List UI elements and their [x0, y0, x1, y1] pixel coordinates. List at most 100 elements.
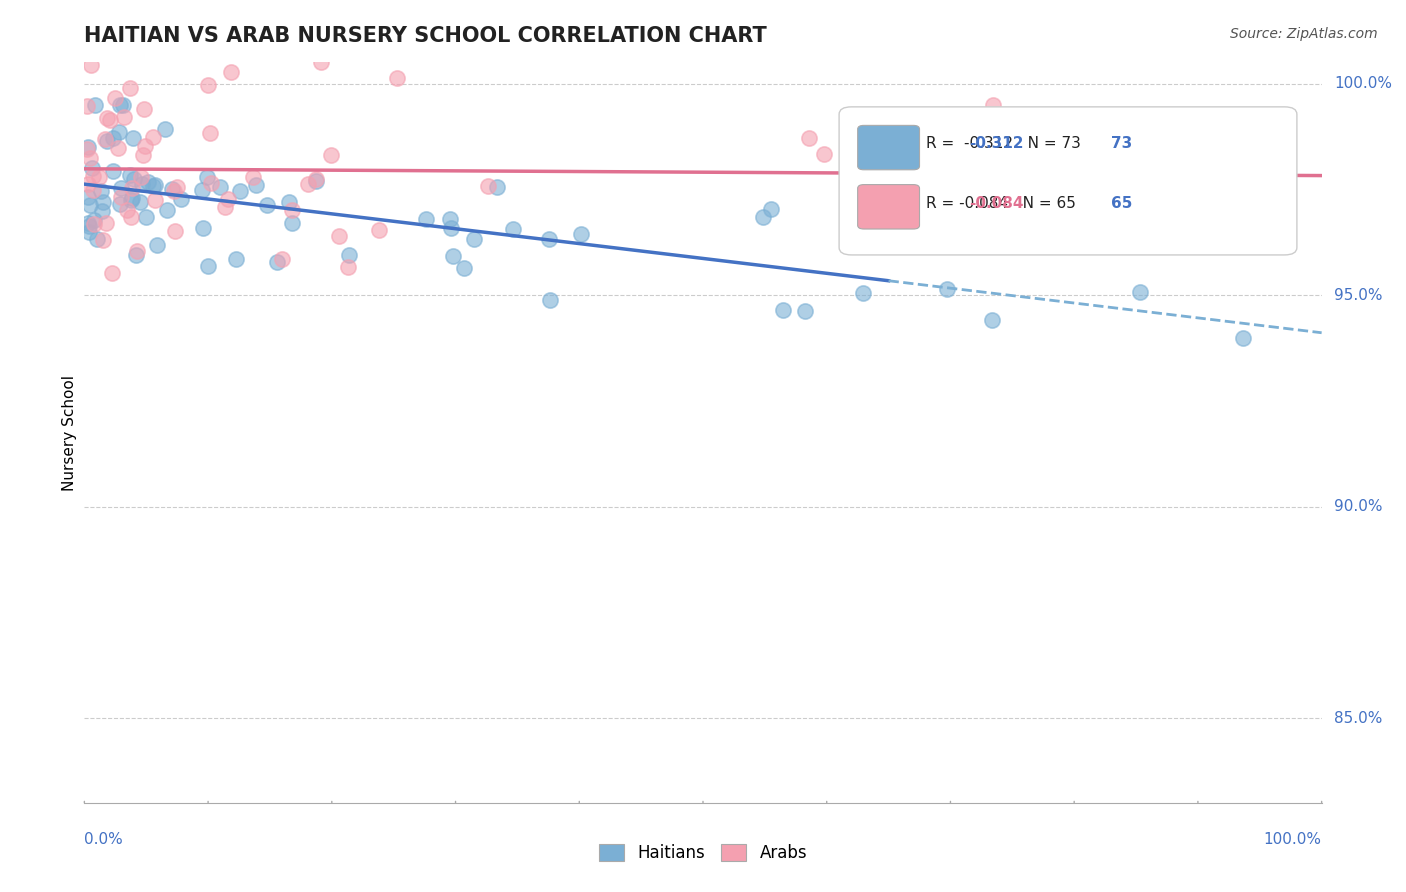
Haitians [77, 219, 100, 233]
Haitians [135, 210, 157, 224]
Arabs [83, 217, 105, 231]
Haitians [136, 175, 159, 189]
Text: -0.084: -0.084 [969, 195, 1024, 211]
Haitians [245, 178, 267, 192]
Haitians [112, 98, 135, 112]
Haitians [160, 182, 183, 196]
Haitians [197, 169, 219, 184]
Arabs [813, 146, 835, 161]
Haitians [90, 185, 112, 199]
Arabs [120, 210, 142, 224]
Arabs [368, 223, 391, 237]
Haitians [304, 174, 326, 188]
Haitians [156, 202, 179, 217]
Haitians [80, 161, 103, 175]
Haitians [225, 252, 247, 266]
Haitians [170, 192, 193, 206]
Haitians [108, 97, 131, 112]
Arabs [166, 180, 188, 194]
Arabs [242, 170, 264, 185]
Text: 95.0%: 95.0% [1334, 287, 1382, 302]
Haitians [277, 194, 299, 209]
Arabs [82, 169, 104, 184]
Y-axis label: Nursery School: Nursery School [62, 375, 77, 491]
Arabs [197, 78, 219, 92]
Arabs [889, 161, 911, 175]
Arabs [477, 178, 499, 193]
Arabs [79, 152, 101, 166]
Arabs [799, 131, 821, 145]
Haitians [143, 178, 166, 193]
Haitians [415, 211, 437, 226]
Arabs [129, 169, 152, 184]
Arabs [221, 64, 243, 78]
Haitians [256, 198, 278, 212]
Text: Source: ZipAtlas.com: Source: ZipAtlas.com [1230, 27, 1378, 41]
Arabs [98, 112, 121, 127]
Haitians [142, 178, 165, 193]
Haitians [1232, 331, 1254, 345]
Arabs [328, 228, 350, 243]
Haitians [107, 125, 129, 139]
Arabs [121, 181, 143, 195]
Haitians [191, 183, 214, 197]
Haitians [118, 169, 141, 183]
Legend: Haitians, Arabs: Haitians, Arabs [592, 837, 814, 869]
Haitians [502, 221, 524, 235]
Haitians [571, 227, 593, 241]
Arabs [110, 190, 132, 204]
Haitians [441, 249, 464, 263]
Arabs [96, 112, 118, 126]
Haitians [108, 197, 131, 211]
Arabs [319, 147, 342, 161]
Haitians [228, 184, 250, 198]
Arabs [118, 81, 141, 95]
Arabs [93, 233, 115, 247]
Arabs [311, 55, 333, 70]
Arabs [117, 203, 139, 218]
Haitians [752, 211, 775, 225]
Arabs [1118, 193, 1140, 207]
Arabs [200, 177, 222, 191]
Haitians [197, 259, 219, 273]
Arabs [142, 130, 165, 145]
FancyBboxPatch shape [858, 126, 920, 169]
Text: 65: 65 [1111, 195, 1133, 211]
FancyBboxPatch shape [839, 107, 1296, 255]
Arabs [337, 260, 360, 274]
Text: -0.312: -0.312 [969, 136, 1024, 152]
Arabs [957, 142, 980, 156]
Haitians [120, 193, 142, 207]
Arabs [94, 132, 117, 146]
Arabs [80, 58, 103, 72]
Arabs [82, 182, 104, 196]
Arabs [387, 71, 409, 86]
Arabs [87, 170, 110, 185]
Haitians [759, 202, 782, 216]
Haitians [77, 225, 100, 239]
Text: 85.0%: 85.0% [1334, 711, 1382, 726]
Arabs [125, 244, 148, 259]
Haitians [191, 220, 214, 235]
Haitians [936, 282, 959, 296]
Arabs [1080, 139, 1102, 153]
Text: R =  -0.312   N = 73: R = -0.312 N = 73 [925, 136, 1081, 152]
Haitians [125, 248, 148, 262]
Haitians [122, 172, 145, 186]
Arabs [76, 142, 98, 156]
Arabs [217, 192, 239, 206]
Haitians [122, 131, 145, 145]
Arabs [281, 203, 304, 218]
Arabs [101, 266, 124, 280]
Haitians [155, 121, 177, 136]
Haitians [96, 135, 118, 149]
Arabs [165, 224, 187, 238]
Haitians [266, 255, 288, 269]
Arabs [305, 172, 328, 186]
Haitians [852, 286, 875, 301]
Arabs [163, 184, 186, 198]
Haitians [793, 304, 815, 318]
Arabs [297, 177, 319, 191]
Haitians [77, 190, 100, 204]
Arabs [94, 216, 117, 230]
